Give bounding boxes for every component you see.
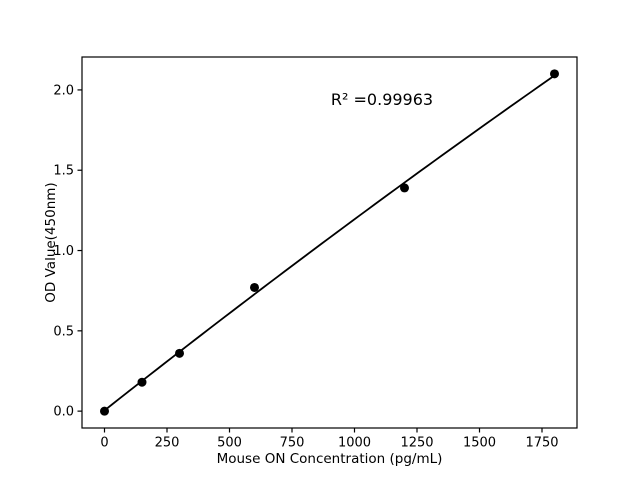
data-point xyxy=(137,377,147,387)
y-tick-label: 0.0 xyxy=(53,405,74,420)
x-tick-label: 250 xyxy=(155,436,180,451)
data-point xyxy=(100,406,109,416)
x-tick-label: 1500 xyxy=(463,436,496,451)
y-tick-label: 0.5 xyxy=(53,324,74,339)
fit-line xyxy=(103,74,556,412)
x-tick-label: 500 xyxy=(217,436,242,451)
y-axis-label: OD Value(450nm) xyxy=(43,182,59,302)
data-point xyxy=(550,69,559,79)
x-tick-label: 1000 xyxy=(338,436,371,451)
data-point xyxy=(400,183,409,193)
axes-spines xyxy=(81,56,578,429)
x-tick-label: 0 xyxy=(100,436,108,451)
y-tick-label: 1.5 xyxy=(53,164,74,179)
r-squared-annotation: R² =0.99963 xyxy=(331,90,433,109)
y-tick-label: 2.0 xyxy=(53,83,74,98)
y-tick-label: 1.0 xyxy=(53,244,74,259)
plot-area: 0 250 500 750 1000 1250 1500 1750 0.0 0.5 1.0 1.5 2.… xyxy=(53,56,578,451)
x-tick-label: 750 xyxy=(280,436,305,451)
x-tick-label: 1250 xyxy=(400,436,433,451)
data-point xyxy=(175,348,184,358)
x-axis-label: Mouse ON Concentration (pg/mL) xyxy=(217,451,443,467)
data-point xyxy=(250,282,259,292)
x-tick-label: 1750 xyxy=(525,436,558,451)
